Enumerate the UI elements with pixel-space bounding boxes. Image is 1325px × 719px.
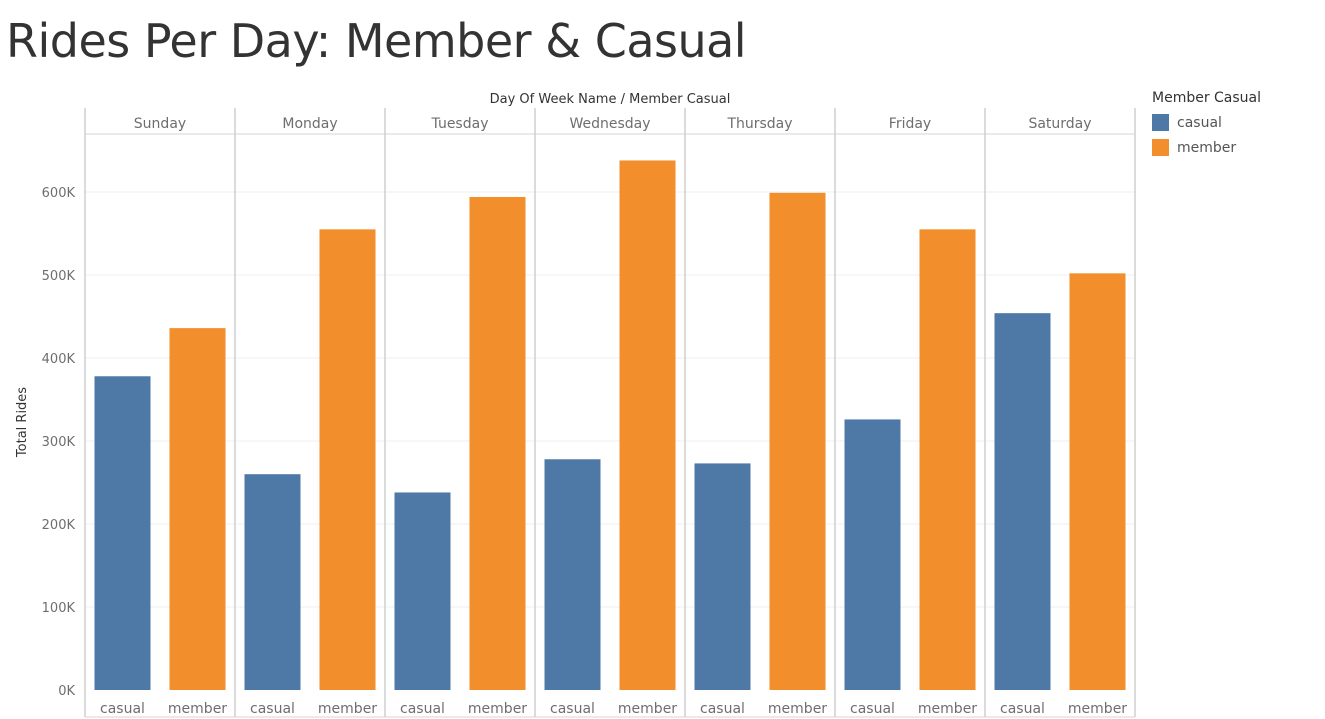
y-tick-label: 0K	[58, 684, 75, 699]
category-header: Saturday	[1028, 116, 1091, 132]
category-header: Sunday	[134, 116, 186, 132]
y-tick-label: 400K	[42, 352, 76, 367]
x-tick-label: casual	[1000, 701, 1045, 717]
legend: Member Casual casual member	[1152, 90, 1261, 160]
chart-title: Rides Per Day: Member & Casual	[6, 14, 747, 68]
category-header: Friday	[889, 116, 931, 132]
legend-label-member: member	[1177, 139, 1237, 156]
y-tick-label: 200K	[42, 518, 76, 533]
y-tick-label: 600K	[42, 186, 76, 201]
legend-swatch-casual	[1152, 114, 1169, 131]
category-header: Tuesday	[431, 116, 489, 132]
x-tick-label: casual	[850, 701, 895, 717]
legend-item-casual[interactable]: casual	[1152, 110, 1261, 135]
y-tick-label: 300K	[42, 435, 76, 450]
x-tick-label: member	[468, 701, 527, 717]
x-tick-label: casual	[250, 701, 295, 717]
x-tick-label: member	[1068, 701, 1127, 717]
legend-item-member[interactable]: member	[1152, 135, 1261, 160]
category-header: Monday	[282, 116, 337, 132]
y-tick-label: 100K	[42, 601, 76, 616]
legend-title: Member Casual	[1152, 90, 1262, 106]
bar-saturday-member	[1069, 273, 1126, 690]
x-tick-label: member	[768, 701, 827, 717]
category-header: Wednesday	[569, 116, 650, 132]
x-tick-label: member	[168, 701, 227, 717]
bar-monday-casual	[244, 474, 301, 690]
x-tick-label: member	[318, 701, 377, 717]
x-tick-label: casual	[400, 701, 445, 717]
category-header: Thursday	[726, 116, 792, 132]
y-axis-label: Total Rides	[15, 387, 30, 458]
bar-thursday-casual	[694, 463, 751, 690]
bar-wednesday-casual	[544, 459, 601, 690]
y-tick-label: 500K	[42, 269, 76, 284]
x-tick-label: member	[618, 701, 677, 717]
x-tick-label: casual	[550, 701, 595, 717]
bar-friday-member	[919, 229, 976, 690]
bar-thursday-member	[769, 192, 826, 690]
legend-label-casual: casual	[1177, 114, 1222, 131]
bar-wednesday-member	[619, 160, 676, 690]
bar-sunday-casual	[94, 376, 151, 690]
bar-monday-member	[319, 229, 376, 690]
bar-tuesday-member	[469, 196, 526, 691]
bar-saturday-casual	[994, 313, 1051, 690]
column-header: Day Of Week Name / Member Casual	[490, 92, 731, 107]
legend-swatch-member	[1152, 139, 1169, 156]
x-tick-label: member	[918, 701, 977, 717]
x-tick-label: casual	[700, 701, 745, 717]
bar-sunday-member	[169, 328, 226, 690]
x-tick-label: casual	[100, 701, 145, 717]
bar-tuesday-casual	[394, 492, 451, 690]
bar-friday-casual	[844, 419, 901, 690]
